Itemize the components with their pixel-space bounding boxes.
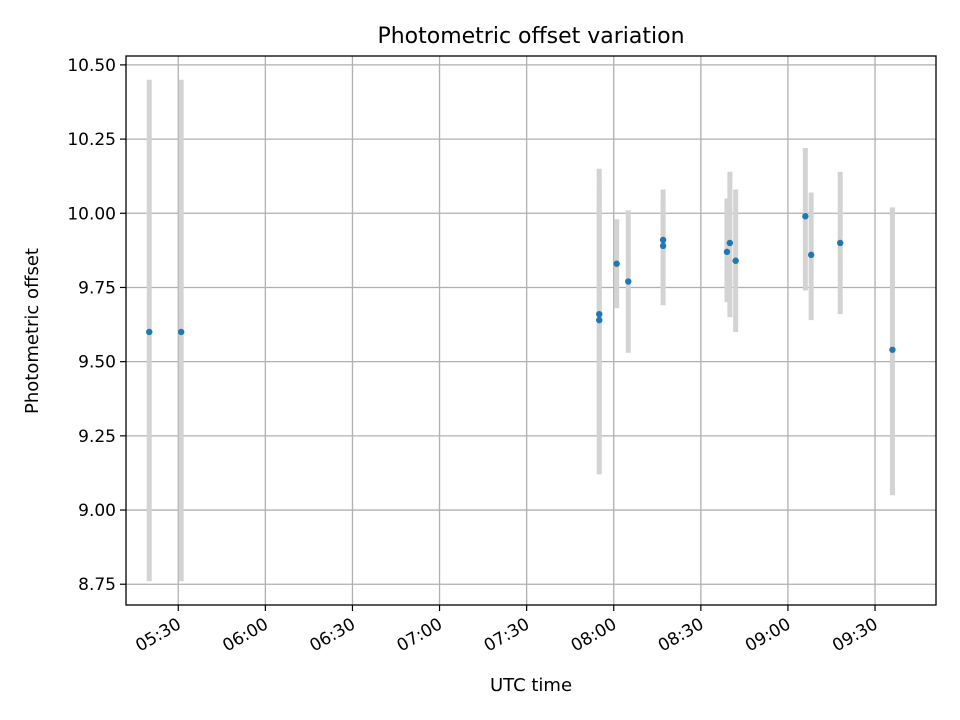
data-point — [177, 328, 185, 336]
chart-title: Photometric offset variation — [377, 24, 684, 49]
y-tick-label: 9.50 — [78, 353, 116, 373]
x-tick-label: 05:30 — [132, 614, 184, 656]
error-bars — [146, 79, 895, 582]
y-tick-label: 8.75 — [78, 575, 116, 595]
x-tick-label: 06:30 — [307, 614, 359, 656]
data-points — [146, 213, 896, 353]
y-axis: 8.75 9.00 9.25 9.50 9.75 10.00 10.25 10.50 — [67, 56, 126, 595]
data-point — [807, 251, 815, 259]
x-tick-label: 08:30 — [655, 614, 707, 656]
plot-frame — [125, 55, 937, 606]
data-point — [613, 260, 620, 267]
y-tick-label: 10.00 — [67, 204, 116, 224]
x-tick-label: 07:00 — [394, 614, 446, 656]
x-tick-label: 07:30 — [481, 614, 533, 656]
data-point — [889, 346, 896, 353]
y-tick-label: 9.00 — [78, 501, 116, 521]
data-point — [836, 239, 844, 247]
y-tick-label: 10.25 — [67, 130, 116, 150]
data-point — [596, 310, 603, 318]
y-tick-label: 9.25 — [78, 427, 116, 447]
y-tick-label: 9.75 — [78, 278, 116, 298]
x-axis-label: UTC time — [490, 675, 572, 696]
data-point — [732, 257, 739, 264]
x-axis: 05:30 06:00 06:30 07:00 07:30 08:00 08:30 09:00… — [132, 605, 882, 656]
data-point — [726, 239, 734, 247]
data-point — [146, 328, 153, 336]
x-tick-label: 09:00 — [742, 614, 794, 656]
data-point — [625, 278, 632, 285]
data-point — [659, 242, 667, 250]
data-point — [659, 236, 667, 244]
grid — [126, 56, 936, 605]
data-point — [723, 248, 731, 256]
data-point — [596, 316, 603, 324]
x-tick-label: 06:00 — [219, 614, 271, 656]
x-tick-label: 09:30 — [829, 614, 881, 656]
x-tick-label: 08:00 — [568, 614, 620, 656]
data-point — [802, 213, 809, 220]
y-tick-label: 10.50 — [67, 56, 116, 76]
y-axis-label: Photometric offset — [22, 248, 43, 414]
